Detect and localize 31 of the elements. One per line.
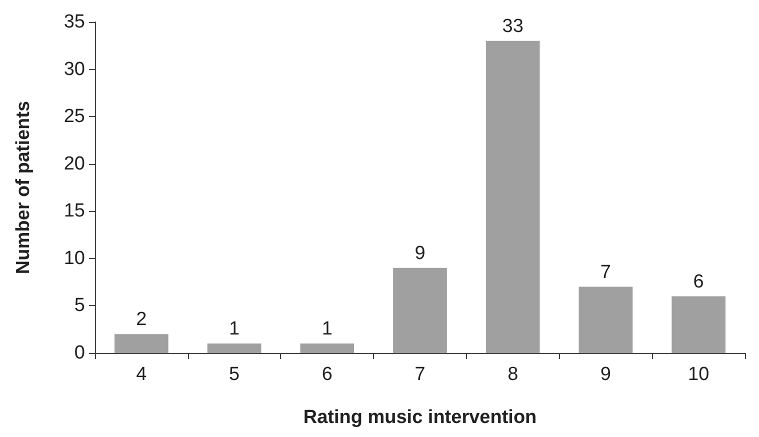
x-tick-label: 4 [136,364,148,385]
y-tick-label: 25 [64,106,85,128]
bar [578,286,633,353]
bar [300,344,354,353]
bar [114,334,168,353]
bar [207,344,262,353]
y-tick-label: 5 [74,295,85,316]
y-tick-label: 0 [74,342,85,364]
data-label: 7 [600,262,612,283]
data-label: 9 [414,242,426,264]
y-tick-label: 35 [64,12,85,32]
x-tick-label: 9 [600,364,612,385]
data-label: 6 [693,271,704,292]
y-axis-title: Number of patients [13,100,34,274]
x-tick-label: 10 [688,364,710,385]
data-label: 1 [322,318,332,340]
x-tick-label: 8 [508,364,518,385]
x-tick-label: 5 [228,364,240,385]
data-label: 33 [502,16,524,37]
y-tick-label: 15 [64,200,85,222]
data-label: 1 [228,318,240,340]
bar [486,40,540,353]
data-label: 2 [136,309,147,330]
y-tick-label: 30 [64,58,85,80]
y-tick-label: 20 [64,153,85,174]
x-tick-label: 7 [414,364,426,385]
x-tick-label: 6 [322,364,332,385]
bar [393,268,447,353]
x-axis-title: Rating music intervention [303,407,537,428]
bar [672,296,726,353]
y-tick-label: 10 [64,248,85,269]
